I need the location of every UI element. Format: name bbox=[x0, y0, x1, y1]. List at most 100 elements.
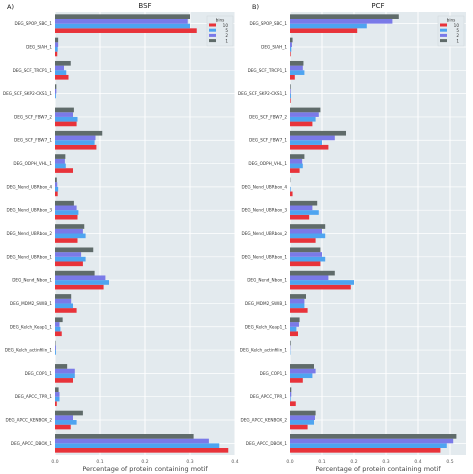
bar bbox=[290, 65, 303, 71]
y-tick-label: DEG_SCF_SKP2-CKS1_1 bbox=[238, 91, 287, 96]
bar bbox=[290, 424, 308, 430]
legend-label: 5 bbox=[456, 28, 459, 33]
bar bbox=[290, 214, 310, 220]
bar bbox=[290, 23, 367, 29]
y-tick-label: DEG_COP1_1 bbox=[25, 371, 53, 376]
bar bbox=[290, 163, 303, 169]
bar bbox=[290, 303, 305, 309]
bar bbox=[55, 448, 229, 453]
bar bbox=[290, 364, 314, 369]
bar bbox=[290, 37, 293, 43]
legend-swatch bbox=[440, 28, 447, 32]
bar bbox=[55, 424, 71, 430]
y-tick-label: DEG_Nend_UBRbox_1 bbox=[7, 254, 53, 259]
bar bbox=[55, 438, 209, 444]
bar bbox=[290, 331, 298, 337]
bar bbox=[290, 168, 300, 173]
bar bbox=[55, 368, 75, 374]
bar bbox=[290, 420, 314, 425]
bar bbox=[55, 65, 64, 71]
bar bbox=[55, 322, 60, 327]
bar bbox=[290, 228, 322, 234]
bar bbox=[290, 98, 291, 103]
bar bbox=[55, 410, 83, 416]
bar bbox=[55, 177, 57, 183]
bar bbox=[55, 420, 77, 425]
bar bbox=[55, 392, 60, 397]
bar bbox=[290, 14, 399, 19]
y-tick-label: DEG_APCC_TPR_1 bbox=[15, 394, 53, 399]
y-tick-label: DEG_Kelch_Keap1_1 bbox=[245, 324, 288, 329]
bar bbox=[55, 378, 73, 383]
bar bbox=[290, 238, 316, 243]
bar bbox=[290, 294, 306, 299]
bar bbox=[55, 326, 61, 332]
y-tick-label: DEG_ODPH_VHL_1 bbox=[248, 161, 287, 166]
bar bbox=[290, 144, 329, 150]
y-tick-label: DEG_MDM2_SWIB_1 bbox=[10, 301, 52, 306]
y-tick-label: DEG_Nend_Nbox_1 bbox=[12, 278, 52, 283]
bar bbox=[55, 168, 73, 173]
bar bbox=[290, 415, 315, 421]
bar bbox=[55, 112, 73, 117]
bar bbox=[55, 308, 77, 313]
bar bbox=[290, 252, 322, 257]
y-tick-label: DEG_Kelch_actinfilin_1 bbox=[240, 348, 288, 353]
bar bbox=[55, 116, 78, 122]
y-tick-label: DEG_Nend_Nbox_1 bbox=[247, 278, 287, 283]
bar bbox=[55, 317, 63, 323]
bar bbox=[55, 256, 86, 262]
bar bbox=[290, 326, 297, 332]
bar bbox=[55, 210, 79, 215]
bar bbox=[55, 42, 59, 47]
bar bbox=[290, 116, 316, 122]
x-tick-label: 0.1 bbox=[96, 459, 103, 465]
bar bbox=[55, 298, 72, 304]
bar bbox=[290, 154, 305, 159]
legend-label: 5 bbox=[225, 28, 228, 33]
bar bbox=[290, 280, 354, 285]
y-tick-label: DEG_Nend_UBRbox_2 bbox=[7, 231, 53, 236]
bar bbox=[290, 270, 335, 276]
bar bbox=[290, 158, 303, 164]
bar bbox=[55, 396, 60, 402]
bar bbox=[55, 163, 66, 169]
legend-title: bins bbox=[216, 18, 225, 23]
y-tick-label: DEG_Kelch_Keap1_1 bbox=[10, 324, 53, 329]
y-tick-label: DEG_SCF_TRCP1_1 bbox=[248, 68, 288, 73]
panel-label: B) bbox=[252, 3, 259, 11]
x-tick-label: 0.0 bbox=[286, 459, 293, 465]
bar bbox=[55, 284, 104, 290]
bar bbox=[55, 182, 58, 187]
y-tick-label: DEG_SIAH_1 bbox=[26, 44, 52, 49]
legend-swatch bbox=[209, 39, 216, 43]
bar bbox=[55, 228, 83, 234]
bar bbox=[290, 88, 291, 94]
bar bbox=[290, 298, 305, 304]
bar bbox=[55, 51, 58, 57]
bar bbox=[55, 28, 197, 33]
bar bbox=[290, 443, 447, 449]
bar bbox=[55, 200, 74, 206]
legend-swatch bbox=[440, 33, 447, 37]
bar bbox=[55, 23, 190, 29]
bar bbox=[290, 434, 457, 439]
y-tick-label: DEG_SCF_FBW7_1 bbox=[249, 138, 287, 143]
y-tick-label: DEG_Nend_UBRbox_1 bbox=[242, 254, 288, 259]
bar bbox=[290, 135, 335, 141]
bar bbox=[55, 214, 78, 220]
y-tick-label: DEG_Nend_UBRbox_4 bbox=[242, 184, 288, 189]
y-tick-label: DEG_MDM2_SWIB_1 bbox=[245, 301, 287, 306]
x-tick-label: 0.4 bbox=[414, 459, 421, 465]
bar bbox=[290, 200, 318, 206]
x-tick-label: 0.3 bbox=[382, 459, 389, 465]
bar bbox=[55, 247, 94, 253]
y-tick-label: DEG_Nend_UBRbox_3 bbox=[7, 208, 53, 213]
bar bbox=[290, 378, 303, 383]
legend-label: 1 bbox=[456, 38, 459, 43]
bar bbox=[55, 70, 67, 75]
bar bbox=[290, 224, 326, 229]
bar bbox=[290, 107, 321, 113]
bar bbox=[55, 107, 74, 113]
bar bbox=[55, 14, 190, 19]
